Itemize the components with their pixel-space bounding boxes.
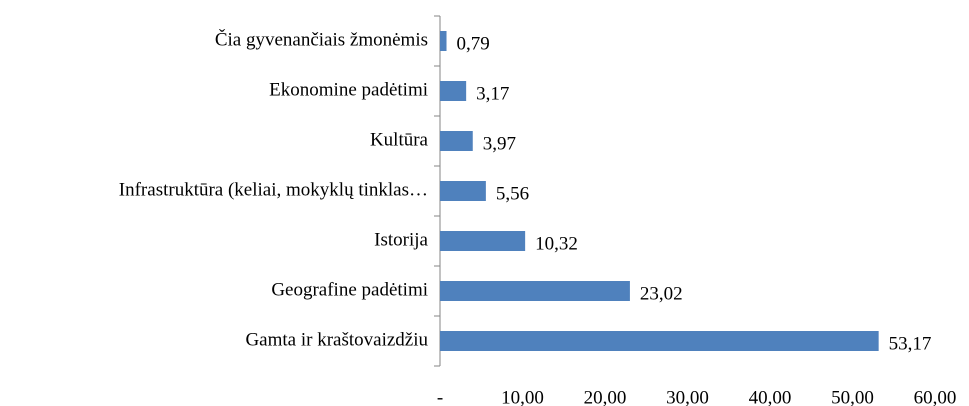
x-tick-label: 40,00 — [749, 387, 792, 406]
value-label: 10,32 — [535, 233, 578, 254]
x-tick-label: 10,00 — [501, 387, 544, 406]
bar — [440, 81, 467, 101]
y-tick-label: Geografine padėtimi — [271, 279, 428, 300]
bar — [440, 181, 486, 201]
bar — [440, 331, 879, 351]
y-tick-label: Istorija — [374, 229, 428, 250]
value-label: 0,79 — [457, 33, 490, 54]
y-tick-label: Gamta ir kraštovaizdžiu — [245, 329, 428, 350]
bar — [440, 31, 447, 51]
x-tick-label: - — [437, 387, 443, 406]
x-tick-label: 60,00 — [914, 387, 957, 406]
value-label: 23,02 — [640, 283, 683, 304]
x-tick-label: 20,00 — [584, 387, 627, 406]
y-tick-label: Čia gyvenančiais žmonėmis — [215, 28, 428, 50]
y-tick-label: Kultūra — [370, 129, 429, 150]
x-tick-label: 50,00 — [831, 387, 874, 406]
bar — [440, 231, 526, 251]
y-tick-label: Infrastruktūra (keliai, mokyklų tinklas… — [119, 179, 428, 200]
x-tick-label: 30,00 — [666, 387, 709, 406]
y-tick-label: Ekonomine padėtimi — [269, 79, 428, 100]
value-label: 3,17 — [476, 83, 509, 104]
value-label: 53,17 — [889, 333, 932, 354]
value-label: 5,56 — [496, 183, 529, 204]
bar — [440, 131, 473, 151]
value-label: 3,97 — [483, 133, 516, 154]
bar — [440, 281, 630, 301]
